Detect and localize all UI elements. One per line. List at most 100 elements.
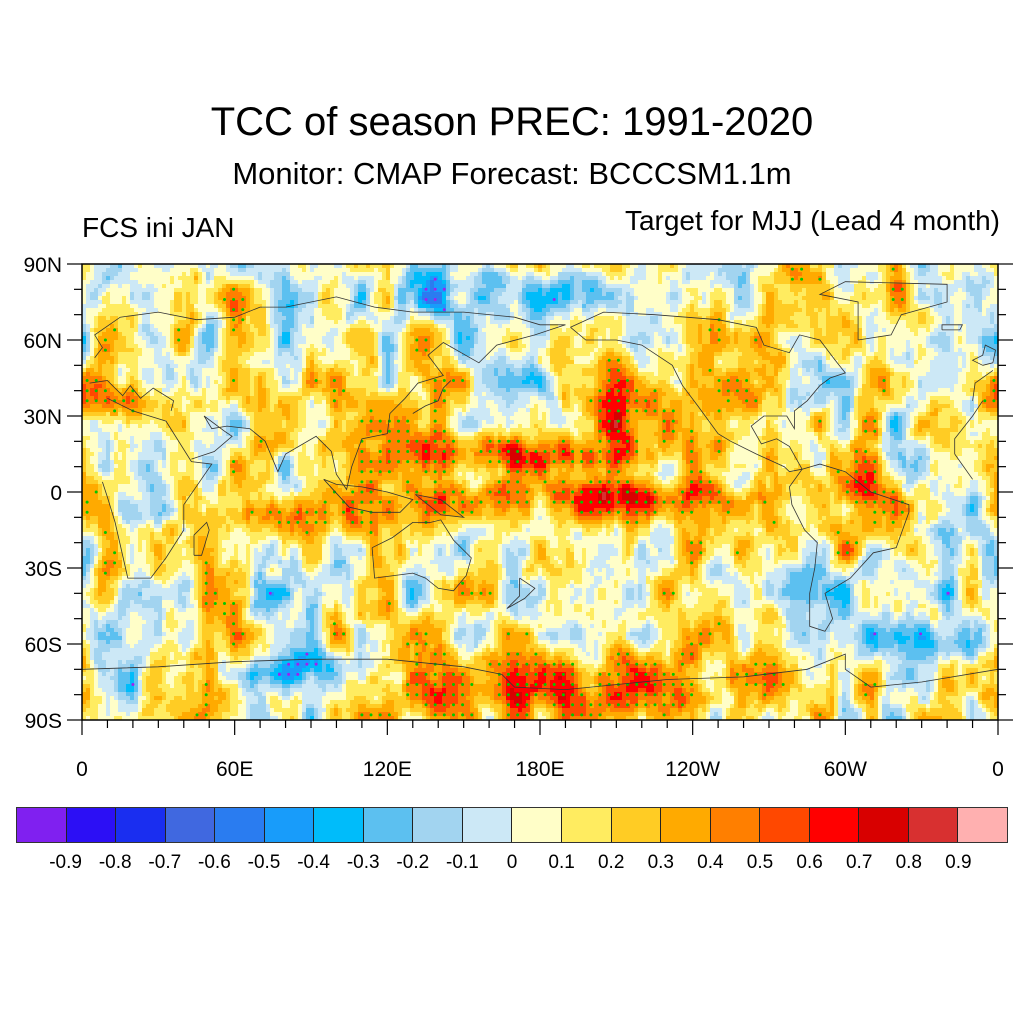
positive-significance-dot bbox=[607, 429, 611, 433]
positive-significance-dot bbox=[616, 480, 620, 484]
positive-significance-dot bbox=[598, 460, 602, 464]
positive-significance-dot bbox=[433, 713, 437, 717]
positive-significance-dot bbox=[681, 662, 684, 666]
coastline bbox=[971, 344, 996, 366]
positive-significance-dot bbox=[561, 693, 565, 697]
positive-significance-dot bbox=[671, 591, 675, 595]
positive-significance-dot bbox=[717, 338, 721, 342]
positive-significance-dot bbox=[534, 450, 538, 453]
positive-significance-dot bbox=[571, 490, 575, 494]
positive-significance-dot bbox=[717, 379, 721, 382]
positive-significance-dot bbox=[598, 683, 602, 686]
positive-significance-dot bbox=[607, 439, 611, 443]
colorbar-label: -0.6 bbox=[198, 852, 231, 873]
positive-significance-dot bbox=[626, 399, 629, 403]
positive-significance-dot bbox=[195, 713, 199, 717]
positive-significance-dot bbox=[891, 500, 895, 504]
positive-significance-dot bbox=[516, 490, 520, 494]
colorbar-label: 0.7 bbox=[845, 852, 873, 873]
positive-significance-dot bbox=[122, 399, 126, 403]
positive-significance-dot bbox=[745, 389, 749, 393]
positive-significance-dot bbox=[900, 510, 904, 514]
positive-significance-dot bbox=[332, 389, 336, 393]
positive-significance-dot bbox=[442, 713, 446, 717]
positive-significance-dot bbox=[626, 652, 629, 656]
positive-significance-dot bbox=[85, 389, 89, 393]
positive-significance-dot bbox=[305, 531, 309, 534]
positive-significance-dot bbox=[616, 500, 620, 504]
colorbar-swatch bbox=[809, 808, 860, 842]
negative-significance-dot bbox=[305, 662, 309, 666]
colorbar-label: -0.7 bbox=[148, 852, 182, 873]
positive-significance-dot bbox=[452, 713, 455, 717]
positive-significance-dot bbox=[671, 703, 675, 707]
positive-significance-dot bbox=[442, 490, 446, 494]
positive-significance-dot bbox=[864, 500, 868, 504]
positive-significance-dot bbox=[598, 510, 602, 514]
positive-significance-dot bbox=[204, 683, 208, 686]
positive-significance-dot bbox=[506, 662, 510, 666]
positive-significance-dot bbox=[845, 490, 849, 494]
x-tick-label: 180E bbox=[515, 758, 564, 781]
positive-significance-dot bbox=[754, 399, 758, 403]
positive-significance-dot bbox=[360, 490, 364, 494]
positive-significance-dot bbox=[561, 703, 565, 707]
positive-significance-dot bbox=[369, 520, 373, 524]
positive-significance-dot bbox=[525, 683, 529, 686]
positive-significance-dot bbox=[717, 450, 721, 453]
positive-significance-dot bbox=[644, 409, 648, 413]
positive-significance-dot bbox=[626, 490, 629, 494]
positive-significance-dot bbox=[717, 500, 721, 504]
positive-significance-dot bbox=[461, 591, 465, 595]
y-tick-label: 0 bbox=[50, 482, 62, 505]
positive-significance-dot bbox=[552, 672, 556, 676]
positive-significance-dot bbox=[415, 348, 419, 352]
coastline bbox=[972, 370, 994, 401]
positive-significance-dot bbox=[103, 571, 107, 575]
x-tick-label: 0 bbox=[76, 758, 88, 781]
positive-significance-dot bbox=[223, 612, 226, 616]
positive-significance-dot bbox=[241, 298, 245, 301]
positive-significance-dot bbox=[873, 520, 877, 524]
positive-significance-dot bbox=[479, 591, 483, 595]
colorbar-swatch bbox=[562, 808, 612, 842]
positive-significance-dot bbox=[626, 450, 629, 453]
negative-significance-dot bbox=[268, 591, 272, 595]
positive-significance-dot bbox=[561, 683, 565, 686]
positive-significance-dot bbox=[571, 662, 575, 666]
positive-significance-dot bbox=[873, 470, 877, 474]
positive-significance-dot bbox=[616, 429, 620, 433]
positive-significance-dot bbox=[442, 389, 446, 393]
positive-significance-dot bbox=[607, 703, 611, 707]
positive-significance-dot bbox=[442, 429, 446, 433]
positive-significance-dot bbox=[204, 713, 208, 717]
positive-significance-dot bbox=[534, 693, 538, 697]
positive-significance-dot bbox=[277, 510, 281, 514]
positive-significance-dot bbox=[845, 480, 849, 484]
positive-significance-dot bbox=[534, 683, 538, 686]
positive-significance-dot bbox=[571, 460, 575, 464]
positive-significance-dot bbox=[616, 389, 620, 393]
positive-significance-dot bbox=[360, 470, 364, 474]
positive-significance-dot bbox=[342, 389, 346, 393]
positive-significance-dot bbox=[506, 460, 510, 464]
positive-significance-dot bbox=[607, 358, 611, 362]
positive-significance-dot bbox=[662, 439, 666, 443]
positive-significance-dot bbox=[681, 693, 684, 697]
positive-significance-dot bbox=[882, 389, 886, 393]
positive-significance-dot bbox=[635, 439, 639, 443]
positive-significance-dot bbox=[616, 450, 620, 453]
positive-significance-dot bbox=[598, 409, 602, 413]
positive-significance-dot bbox=[580, 490, 584, 494]
positive-significance-dot bbox=[406, 693, 410, 697]
positive-significance-dot bbox=[653, 389, 657, 393]
positive-significance-dot bbox=[635, 683, 639, 686]
positive-significance-dot bbox=[232, 379, 236, 382]
colorbar-swatch bbox=[661, 808, 711, 842]
positive-significance-dot bbox=[726, 399, 730, 403]
positive-significance-dot bbox=[735, 672, 739, 676]
positive-significance-dot bbox=[873, 460, 877, 464]
positive-significance-dot bbox=[589, 510, 593, 514]
positive-significance-dot bbox=[873, 419, 877, 423]
x-tick-labels: 0 60E 120E 180E 120W 60W 0 bbox=[76, 758, 1004, 781]
